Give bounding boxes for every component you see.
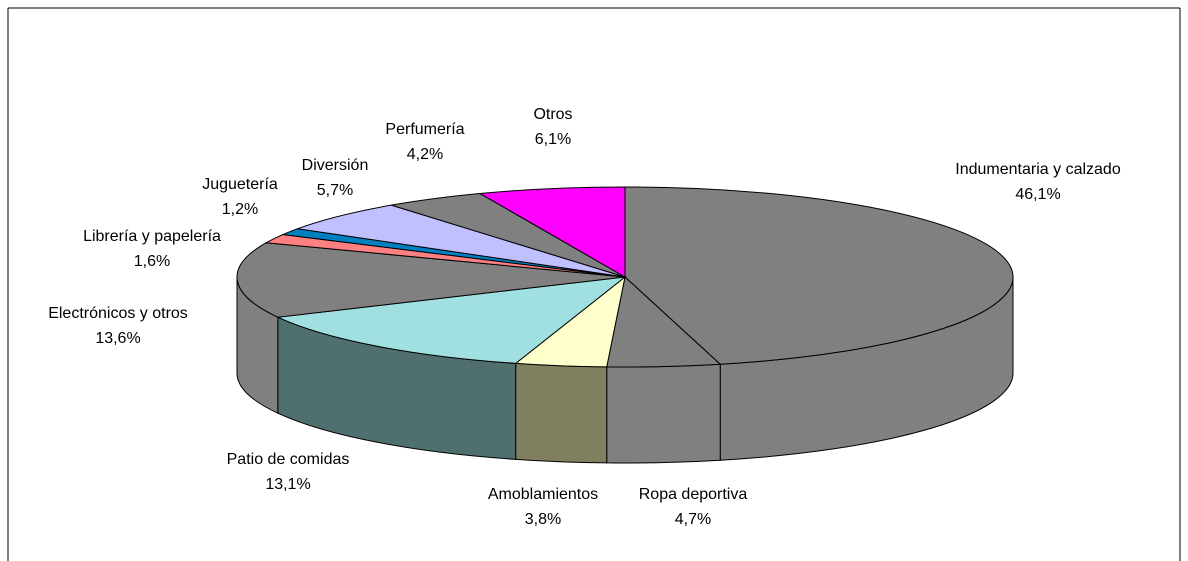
slice-value-label: 46,1% bbox=[1015, 186, 1060, 203]
slice-label: Indumentaria y calzado bbox=[955, 161, 1121, 178]
slice-label: Electrónicos y otros bbox=[48, 305, 188, 322]
slice-label: Librería y papelería bbox=[83, 228, 221, 245]
slice-label: Perfumería bbox=[385, 121, 464, 138]
pie-slice-side bbox=[515, 362, 608, 464]
slice-value-label: 1,6% bbox=[134, 253, 170, 270]
pie-slice bbox=[297, 204, 626, 278]
slice-label: Patio de comidas bbox=[227, 451, 350, 468]
pie-slice-side bbox=[606, 363, 721, 464]
pie-slice bbox=[624, 186, 1014, 365]
slice-label: Diversión bbox=[302, 157, 369, 174]
slice-value-label: 6,1% bbox=[535, 131, 571, 148]
pie-slice bbox=[236, 242, 626, 318]
slice-value-label: 3,8% bbox=[525, 511, 561, 528]
slice-value-label: 13,6% bbox=[95, 330, 140, 347]
pie-slice bbox=[478, 186, 626, 278]
slice-label: Juguetería bbox=[202, 176, 278, 193]
slice-value-label: 4,2% bbox=[407, 146, 443, 163]
pie-slice bbox=[276, 276, 627, 364]
slice-label: Otros bbox=[533, 106, 572, 123]
slice-value-label: 5,7% bbox=[317, 182, 353, 199]
slice-value-label: 1,2% bbox=[222, 201, 258, 218]
slice-value-label: 13,1% bbox=[265, 476, 310, 493]
slice-label: Ropa deportiva bbox=[639, 486, 748, 503]
slice-value-label: 4,7% bbox=[675, 511, 711, 528]
slice-label: Amoblamientos bbox=[488, 486, 598, 503]
